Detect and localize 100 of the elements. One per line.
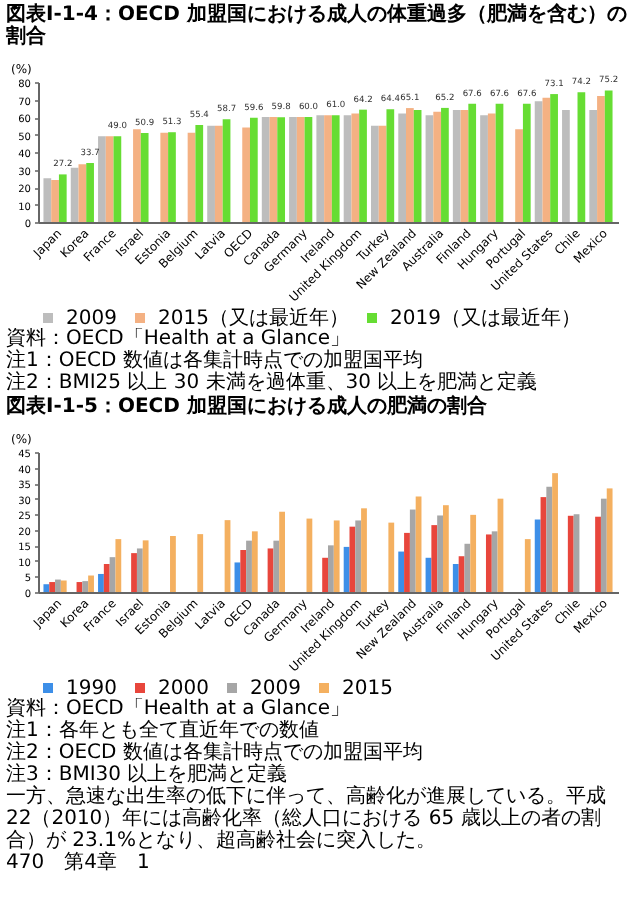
legend-label: 2015（又は最近年） — [158, 306, 349, 330]
bar — [328, 545, 334, 592]
bar — [82, 581, 89, 592]
text: 一方、急速な出生率の低下に伴って、高齢化が進展している。平成 22（2010）年には高齢化率（総人口における 65 歳以上の者の割合）が 23.1%となり、超高齢社会に突入した。 — [6, 786, 608, 852]
bar — [441, 107, 449, 222]
bar — [316, 115, 325, 222]
bar — [542, 97, 551, 222]
bar — [142, 540, 149, 592]
bar — [140, 132, 149, 222]
bar — [386, 109, 395, 222]
legend-label: 2015 — [342, 678, 393, 700]
chart-title: 図表Ⅰ-1-5：OECD 加盟国における成人の肥満の割合 — [6, 396, 489, 418]
bar — [437, 515, 443, 592]
bar — [187, 132, 196, 222]
bar — [55, 579, 61, 592]
bar — [552, 473, 558, 592]
bar — [406, 108, 414, 222]
bar — [273, 540, 280, 592]
legend-label: 2009 — [250, 678, 301, 700]
text: 資料：OECD「Health at a Glance」 — [6, 698, 353, 720]
bar — [567, 515, 574, 592]
bar — [413, 110, 422, 222]
legend-label: 2009 — [66, 308, 117, 330]
bar — [333, 520, 340, 592]
bar — [349, 526, 356, 592]
bar — [388, 522, 395, 592]
bar — [589, 110, 598, 222]
bar — [343, 115, 352, 222]
bar — [468, 103, 477, 222]
bar — [49, 582, 56, 592]
text: 注3：BMI30 以上を肥満と定義 — [6, 764, 290, 786]
chart-title: 図表Ⅰ-1-4：OECD 加盟国における成人の体重過多（肥満を含む）の割合 — [6, 4, 629, 48]
bar — [251, 531, 258, 592]
bar — [351, 113, 360, 222]
bar — [103, 564, 110, 592]
bar — [304, 117, 313, 222]
bar — [460, 110, 469, 222]
bar — [113, 136, 122, 222]
bar — [470, 514, 477, 592]
bar — [136, 548, 143, 592]
bar — [170, 536, 176, 592]
bar — [197, 534, 204, 592]
bar — [595, 516, 601, 592]
bar — [534, 101, 543, 222]
bar — [98, 136, 106, 222]
text: 470 第4章 1 — [6, 852, 152, 874]
bar — [606, 488, 613, 592]
bar — [562, 110, 570, 222]
bar — [378, 125, 387, 222]
bar — [58, 174, 67, 222]
bar — [577, 92, 586, 222]
bar — [88, 575, 94, 592]
bar — [222, 119, 231, 222]
bar — [269, 117, 278, 222]
bar — [322, 557, 328, 592]
bar — [495, 103, 504, 222]
bar — [70, 167, 79, 222]
bar — [131, 553, 137, 592]
bar — [249, 117, 258, 222]
bar — [534, 519, 541, 592]
bar — [485, 534, 492, 592]
bar — [480, 115, 488, 222]
bar — [404, 532, 410, 592]
text: 注1：OECD 数値は各集計時点での加盟国平均 — [6, 350, 425, 372]
bar — [359, 109, 367, 222]
bar — [324, 115, 332, 222]
bar — [370, 125, 379, 222]
legend-label: 2019（又は最近年） — [390, 306, 581, 330]
bar — [597, 96, 605, 222]
bar — [515, 129, 523, 222]
bar — [168, 132, 176, 222]
bar — [442, 505, 449, 592]
bar — [105, 136, 114, 222]
bar — [242, 127, 250, 222]
bar — [277, 117, 286, 222]
bar — [279, 511, 286, 592]
legend-label: 1990 — [66, 678, 117, 700]
bar — [361, 508, 367, 592]
bar — [115, 539, 122, 592]
bar — [43, 178, 52, 222]
bar — [398, 551, 405, 592]
bar — [452, 110, 461, 222]
bar — [431, 525, 438, 592]
bar — [546, 486, 553, 592]
bar — [398, 113, 407, 222]
bar — [160, 132, 169, 222]
bar — [524, 539, 531, 592]
bar — [60, 580, 67, 592]
bar — [214, 125, 223, 222]
bar — [86, 163, 94, 222]
bar — [289, 117, 297, 222]
legend-label: 2000 — [158, 678, 209, 700]
bar — [133, 129, 141, 222]
text: 注2：BMI25 以上 30 未満を過体重、30 以上を肥満と定義 — [6, 372, 540, 394]
bar — [600, 498, 607, 592]
text: 注1：各年とも全て直近年での数値 — [6, 720, 321, 742]
bar — [240, 550, 247, 592]
bar — [51, 180, 59, 222]
text: 資料：OECD「Health at a Glance」 — [6, 328, 353, 350]
bar — [425, 115, 434, 222]
